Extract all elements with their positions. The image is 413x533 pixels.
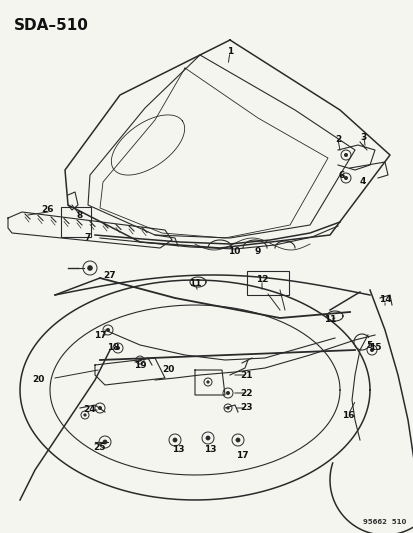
Text: 9: 9 xyxy=(254,247,261,256)
Text: 16: 16 xyxy=(341,410,354,419)
Text: 7: 7 xyxy=(85,233,91,243)
Text: 27: 27 xyxy=(103,271,116,279)
Text: 10: 10 xyxy=(227,247,240,256)
Text: 26: 26 xyxy=(42,206,54,214)
Circle shape xyxy=(343,176,347,180)
Circle shape xyxy=(235,438,240,442)
Text: 2: 2 xyxy=(334,135,340,144)
Text: 13: 13 xyxy=(171,446,184,455)
Text: 18: 18 xyxy=(107,343,119,352)
Text: 17: 17 xyxy=(93,330,106,340)
Text: 20: 20 xyxy=(161,366,174,375)
Text: 22: 22 xyxy=(240,389,253,398)
Text: 1: 1 xyxy=(226,47,233,56)
Circle shape xyxy=(369,348,373,352)
Text: 4: 4 xyxy=(359,177,366,187)
Text: 19: 19 xyxy=(133,360,146,369)
Circle shape xyxy=(102,440,107,445)
Text: SDA–510: SDA–510 xyxy=(14,18,89,33)
Text: 25: 25 xyxy=(93,443,106,453)
Text: 14: 14 xyxy=(378,295,390,304)
Circle shape xyxy=(138,358,141,361)
Circle shape xyxy=(172,438,177,442)
Text: 20: 20 xyxy=(32,376,44,384)
Circle shape xyxy=(225,391,230,395)
Circle shape xyxy=(83,414,86,417)
Text: 17: 17 xyxy=(235,450,248,459)
Circle shape xyxy=(116,346,120,350)
Text: 13: 13 xyxy=(203,446,216,455)
Text: 12: 12 xyxy=(255,276,268,285)
Circle shape xyxy=(98,406,102,410)
Text: 95662  510: 95662 510 xyxy=(362,519,405,525)
Text: 23: 23 xyxy=(240,403,253,413)
Text: 6: 6 xyxy=(338,171,344,180)
Circle shape xyxy=(226,406,229,409)
Text: 8: 8 xyxy=(77,211,83,220)
Text: 11: 11 xyxy=(188,279,201,287)
Text: 15: 15 xyxy=(368,343,380,352)
Circle shape xyxy=(343,153,347,157)
Circle shape xyxy=(106,328,110,332)
Text: 21: 21 xyxy=(240,370,253,379)
Text: 5: 5 xyxy=(365,341,371,350)
Text: 3: 3 xyxy=(360,133,366,142)
Circle shape xyxy=(205,435,210,440)
Circle shape xyxy=(87,265,93,271)
Circle shape xyxy=(206,381,209,384)
Text: 24: 24 xyxy=(83,406,96,415)
Text: 11: 11 xyxy=(323,316,335,325)
